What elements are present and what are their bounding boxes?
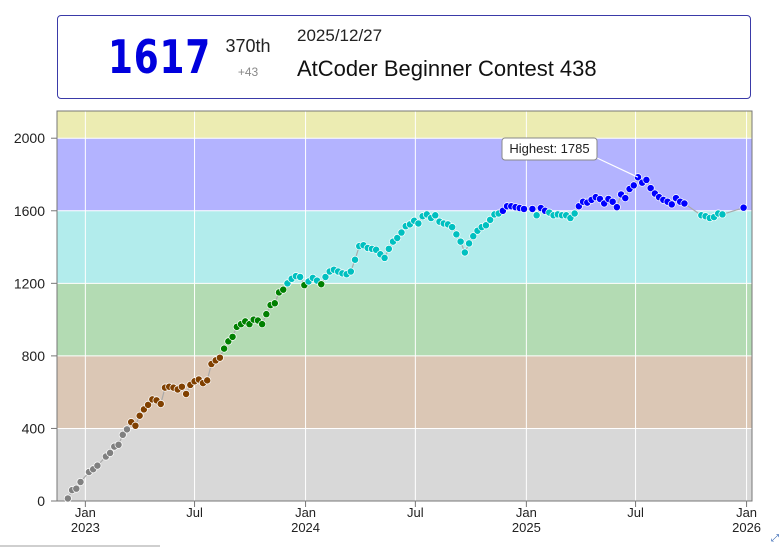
rating-point — [279, 285, 288, 294]
rating-point — [612, 203, 621, 212]
highest-pointer-line — [596, 157, 639, 178]
rating-point — [460, 248, 469, 257]
rating-point — [114, 440, 123, 449]
rating-point — [629, 181, 638, 190]
x-tick-label: Jul — [627, 505, 644, 520]
x-tick-label: Jan — [75, 505, 96, 520]
y-tick-label: 2000 — [14, 130, 45, 146]
rating-point — [380, 253, 389, 262]
y-tick-label: 1600 — [14, 203, 45, 219]
rating-band — [57, 283, 752, 356]
rating-point — [220, 344, 229, 353]
rating-point — [258, 320, 267, 329]
rating-point — [135, 411, 144, 420]
rating-point — [465, 239, 474, 248]
rating-point — [63, 494, 72, 503]
contest-rank: 370th — [225, 36, 271, 56]
horizontal-scrollbar[interactable] — [0, 545, 160, 547]
rating-point — [520, 205, 528, 213]
rating-band — [57, 355, 752, 429]
rating-point — [123, 425, 131, 434]
rating-point — [680, 199, 689, 208]
rating-color-bands — [57, 111, 752, 501]
rating-change: +43 — [237, 65, 259, 79]
rating-point — [296, 273, 305, 281]
x-tick-year-label: 2025 — [512, 520, 541, 535]
rating-point — [144, 400, 153, 409]
rating-point — [182, 390, 191, 398]
highest-label-box — [501, 137, 598, 161]
rating-point — [215, 353, 224, 362]
rating-point — [469, 232, 478, 241]
rating-point — [317, 280, 326, 289]
rating-point — [177, 382, 186, 391]
rating-point — [481, 221, 490, 230]
x-tick-year-label: 2026 — [732, 520, 761, 535]
rating-point — [203, 376, 212, 385]
rating-point — [270, 299, 279, 308]
y-tick-label: 400 — [22, 420, 46, 436]
rating-band — [57, 210, 752, 284]
rating-point — [72, 484, 81, 493]
x-tick-label: Jan — [736, 505, 757, 520]
rating-point — [414, 219, 423, 228]
rating-band — [57, 111, 752, 139]
rating-point — [346, 267, 355, 276]
rating-band — [57, 138, 752, 211]
rating-point — [262, 310, 271, 319]
rating-point — [739, 203, 748, 212]
x-tick-label: Jan — [516, 505, 537, 520]
rating-point — [156, 400, 165, 408]
highest-label-text: Highest: 1785 — [509, 141, 589, 156]
rating-point — [321, 273, 330, 281]
rating-point — [646, 184, 655, 193]
rating-points — [63, 173, 748, 503]
rating-point — [621, 194, 630, 203]
rating-point — [718, 210, 727, 219]
rating-point — [397, 228, 406, 237]
contest-date: 2025/12/27 — [297, 26, 383, 45]
rating-point — [456, 237, 465, 246]
rating-point — [118, 430, 127, 439]
rating-point — [452, 230, 461, 239]
rating-point — [667, 200, 676, 209]
rating-point — [93, 461, 102, 470]
y-axis-ticks: 0 400 800 1200 1600 2000 — [14, 130, 57, 509]
rating-point — [532, 211, 541, 220]
x-tick-year-label: 2024 — [291, 520, 320, 535]
plot-border — [56, 110, 753, 502]
resize-handle-icon[interactable]: ⤢ — [771, 533, 779, 544]
rating-point — [570, 209, 579, 218]
rating-point — [384, 244, 393, 253]
y-tick-label: 1200 — [14, 275, 45, 291]
rating-point — [528, 205, 537, 213]
rating-point — [393, 234, 402, 242]
rating-band — [57, 428, 752, 501]
contest-name[interactable]: AtCoder Beginner Contest 438 — [297, 56, 597, 81]
rating-point — [76, 478, 85, 486]
y-tick-label: 0 — [37, 493, 45, 509]
current-rating: 1617 — [108, 30, 211, 84]
x-tick-label: Jul — [407, 505, 424, 520]
x-tick-label: Jan — [295, 505, 316, 520]
y-tick-label: 800 — [22, 348, 46, 364]
rating-point — [431, 211, 440, 220]
rating-point — [106, 448, 115, 457]
rating-point — [228, 332, 237, 341]
rating-point — [351, 255, 359, 264]
rating-point — [642, 175, 651, 184]
x-tick-label: Jul — [186, 505, 203, 520]
x-tick-year-label: 2023 — [71, 520, 100, 535]
rating-point — [608, 197, 617, 206]
rating-point — [131, 421, 140, 430]
rating-point — [448, 223, 457, 232]
rating-point — [486, 215, 495, 224]
contest-status-card: 1617 370th +43 2025/12/27 AtCoder Beginn… — [57, 15, 751, 99]
highest-marker: Highest: 1785 — [501, 137, 639, 178]
